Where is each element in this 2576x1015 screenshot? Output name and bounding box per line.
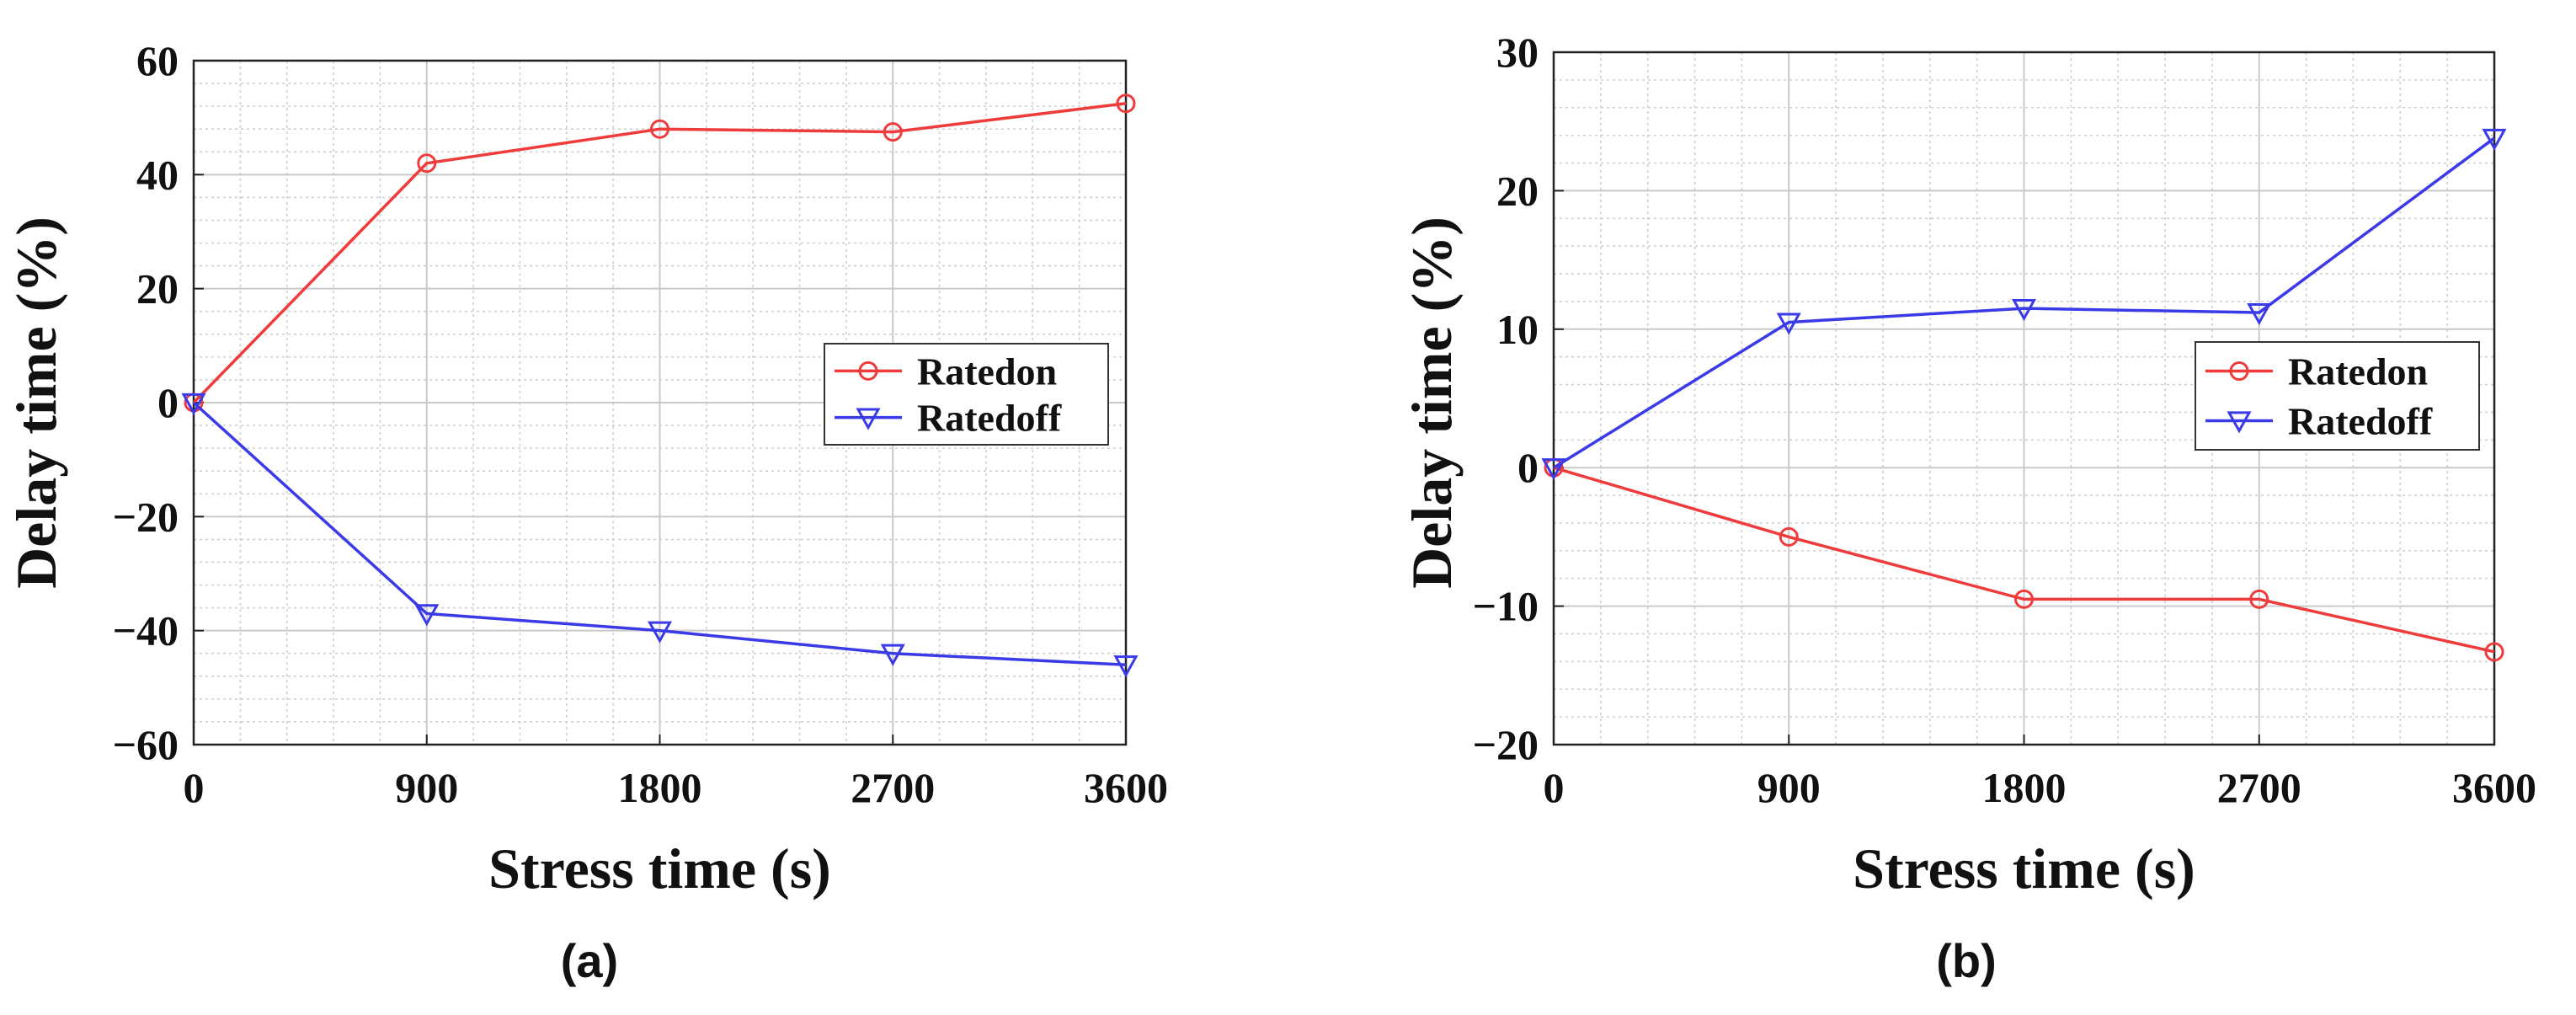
y-tick-label: −20: [113, 493, 179, 540]
series-line-ratedon: [1553, 466, 2495, 654]
data-point: [1776, 313, 1801, 335]
y-axis-label: Delay time (%): [4, 216, 68, 589]
x-tick-label: 1800: [1982, 764, 2067, 811]
y-tick-label: −10: [1473, 583, 1539, 630]
legend-label-ratedon: Ratedon: [917, 350, 1057, 393]
y-tick-label: 0: [157, 379, 179, 426]
data-point: [1116, 93, 1136, 114]
legend-label-ratedoff: Ratedoff: [917, 397, 1062, 440]
y-tick-label: 10: [1496, 306, 1539, 353]
legend-label-ratedoff: Ratedoff: [2288, 399, 2433, 442]
x-tick-label: 0: [1544, 764, 1565, 811]
y-tick-label: 60: [136, 37, 179, 84]
legend-marker-ratedoff: [2227, 411, 2252, 434]
data-point: [2482, 128, 2507, 152]
series-line-ratedoff: [192, 401, 1127, 667]
x-tick-label: 2700: [2217, 764, 2301, 811]
data-point: [883, 122, 903, 142]
x-axis-label: Stress time (s): [488, 836, 831, 900]
data-point: [2014, 589, 2034, 609]
x-tick-label: 900: [395, 764, 458, 811]
data-point: [1113, 655, 1139, 678]
chart-b: 0 900 1800 2700 3600 −20 −10 0 10 20 30 Stress time…: [1400, 29, 2536, 987]
y-tick-label: −60: [113, 721, 179, 768]
figure-caption: (a): [561, 934, 618, 987]
x-tick-label: 900: [1757, 764, 1821, 811]
series-line-ratedon: [192, 102, 1127, 404]
series-line-ratedoff: [1553, 136, 2496, 469]
y-axis-label: Delay time (%): [1400, 216, 1464, 589]
data-point: [880, 644, 905, 666]
legend-marker-ratedon: [858, 361, 878, 381]
data-point: [414, 604, 440, 627]
x-axis-label: Stress time (s): [1853, 836, 2195, 900]
x-tick-label: 3600: [1084, 764, 1168, 811]
y-tick-label: 0: [1517, 444, 1539, 491]
data-point: [181, 393, 206, 416]
series-ratedon: [1544, 457, 2504, 662]
legend-label-ratedon: Ratedon: [2288, 350, 2428, 393]
x-tick-label: 1800: [618, 764, 702, 811]
data-point: [2484, 642, 2504, 662]
series-ratedoff: [181, 393, 1139, 678]
series-ratedon: [184, 93, 1136, 413]
y-tick-label: −40: [113, 607, 179, 654]
data-point: [1779, 526, 1799, 547]
y-tick-label: 30: [1496, 29, 1539, 76]
data-point: [1541, 458, 1566, 481]
x-tick-label: 0: [184, 764, 205, 811]
legend: Ratedon Ratedoff: [2195, 341, 2480, 451]
y-tick-label: 40: [136, 151, 179, 198]
series-ratedoff: [1541, 128, 2507, 481]
data-point: [417, 153, 437, 174]
x-tick-label: 3600: [2452, 764, 2536, 811]
data-point: [2011, 299, 2037, 322]
legend-marker-ratedoff: [856, 408, 881, 430]
y-tick-label: 20: [136, 265, 179, 313]
legend-box: [2195, 341, 2480, 451]
figure-caption: (b): [1936, 934, 1997, 987]
data-point: [2247, 302, 2272, 326]
data-point: [2249, 589, 2269, 609]
data-point: [650, 119, 669, 139]
x-tick-label: 2700: [851, 764, 935, 811]
legend-marker-ratedon: [2229, 361, 2249, 382]
legend-box: [824, 343, 1109, 446]
y-tick-label: 20: [1496, 167, 1539, 214]
chart-a: 0 900 1800 2700 3600 −60 −40 −20 0 20 40 60 Stress t…: [4, 37, 1168, 987]
data-point: [647, 621, 673, 644]
y-tick-label: −20: [1473, 721, 1539, 768]
